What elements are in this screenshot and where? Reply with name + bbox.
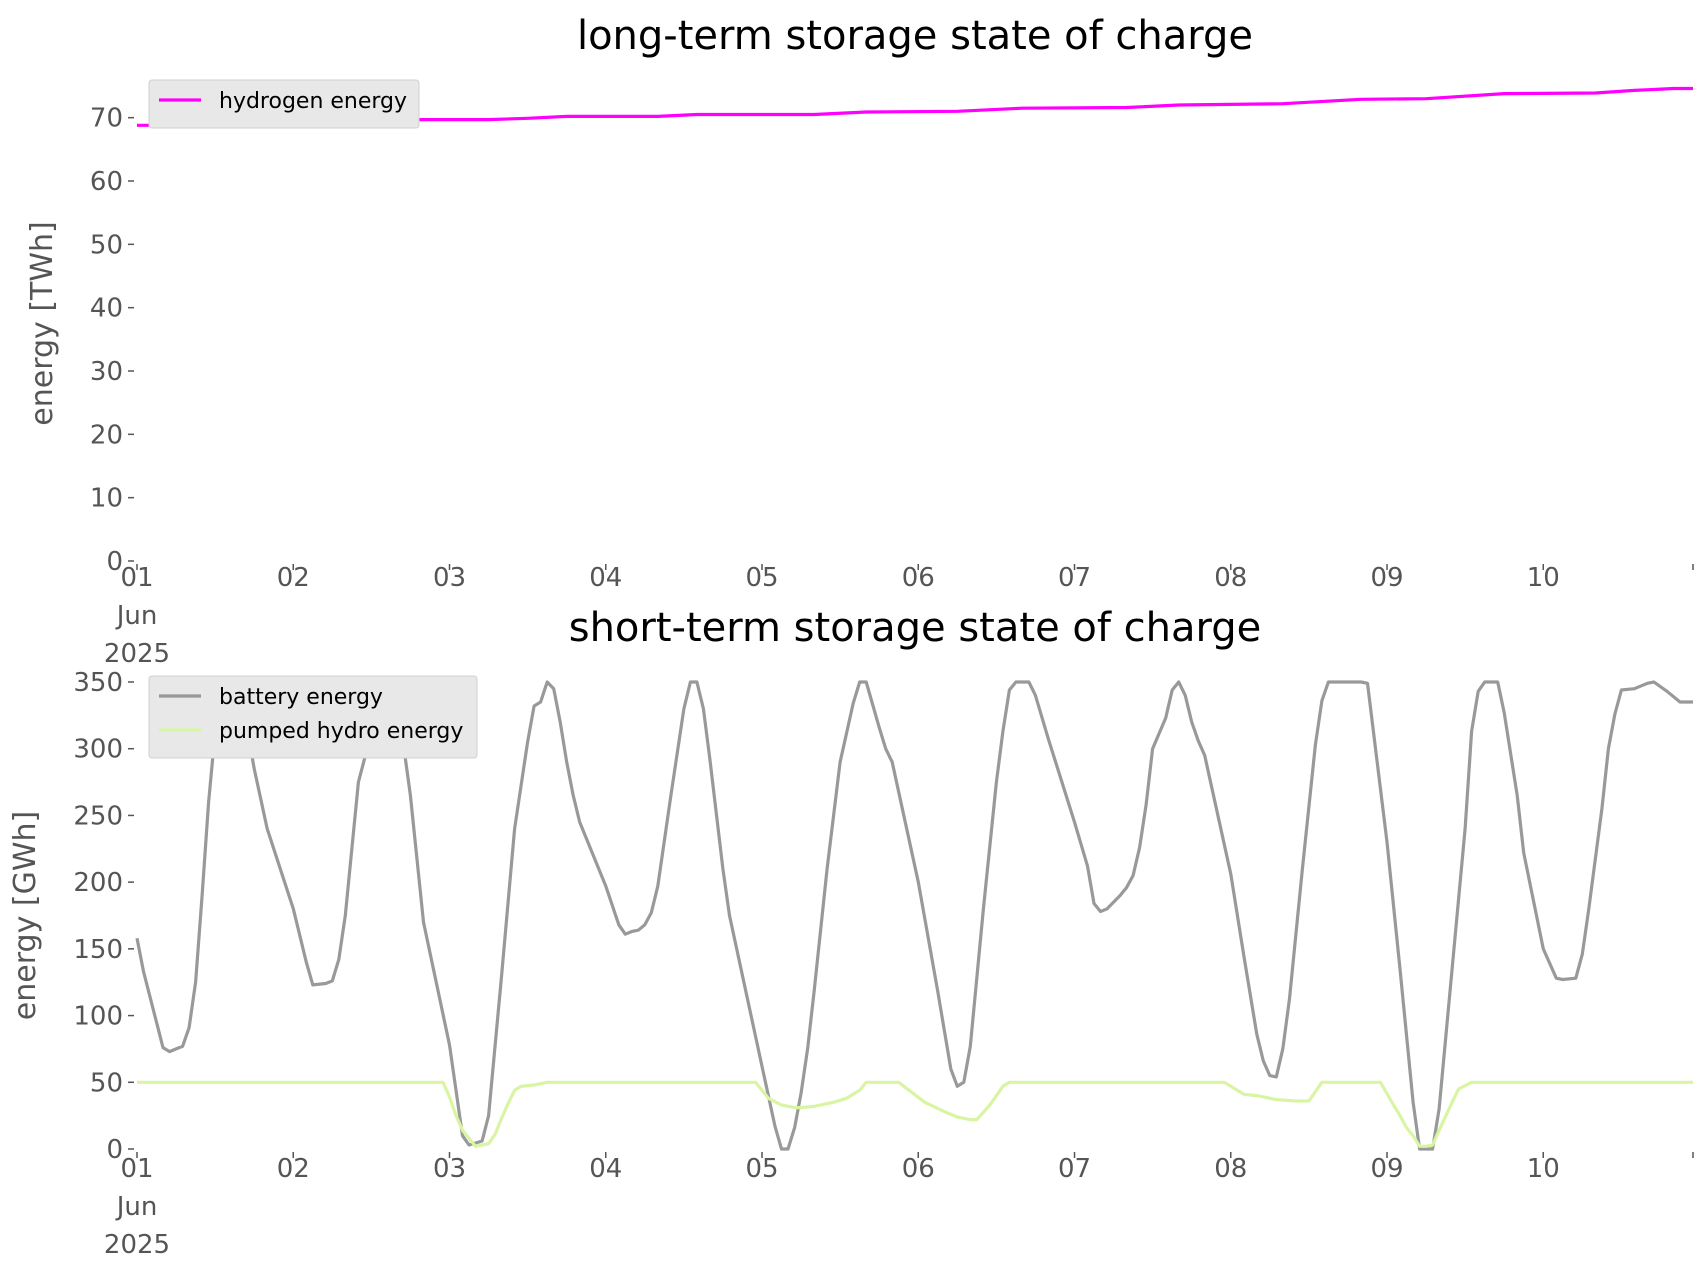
y-tick-label: 60 [90, 167, 123, 197]
y-tick-label: 50 [90, 230, 123, 260]
x-tick-label: 07 [1058, 1154, 1091, 1184]
x-tick-label: 03 [433, 563, 466, 593]
y-tick-label: 0 [106, 1135, 123, 1165]
x-tick-label: 06 [902, 563, 935, 593]
x-tick-label: 10 [1527, 563, 1560, 593]
legend-box [148, 79, 420, 129]
x-tick-label: 03 [433, 1154, 466, 1184]
x-tick-label: 09 [1370, 563, 1403, 593]
y-axis-label: energy [GWh] [8, 811, 43, 1020]
chart-title: short-term storage state of charge [569, 605, 1262, 651]
chart-panel-1: long-term storage state of charge energy … [25, 13, 1694, 669]
y-tick-label: 150 [73, 935, 123, 965]
y-tick-label: 300 [73, 735, 123, 765]
legend: battery energy pumped hydro energy [148, 675, 478, 759]
x-tick-label: 05 [745, 1154, 778, 1184]
y-tick-label: 100 [73, 1002, 123, 1032]
y-tick-label: 10 [90, 484, 123, 514]
y-tick-label: 350 [73, 668, 123, 698]
x-tick-label: 01 Jun 2025 [104, 563, 170, 669]
legend-label: hydrogen energy [219, 89, 407, 114]
x-tick-label: 05 [745, 563, 778, 593]
y-tick-label: 50 [90, 1068, 123, 1098]
x-tick-label: 01 Jun 2025 [104, 1154, 170, 1260]
legend: hydrogen energy [148, 79, 420, 129]
legend-label: pumped hydro energy [219, 719, 463, 744]
x-tick-label: 06 [902, 1154, 935, 1184]
x-tick-label: 07 [1058, 563, 1091, 593]
y-tick-label: 40 [90, 294, 123, 324]
x-tick-label: 10 [1527, 1154, 1560, 1184]
legend-label: battery energy [219, 685, 383, 710]
x-tick-label: 08 [1214, 563, 1247, 593]
x-tick-label: 02 [277, 563, 310, 593]
y-tick-label: 0 [106, 547, 123, 577]
x-tick-label: 09 [1370, 1154, 1403, 1184]
y-tick-label: 200 [73, 868, 123, 898]
y-tick-label: 20 [90, 420, 123, 450]
y-axis-label: energy [TWh] [25, 221, 60, 425]
y-tick-label: 30 [90, 357, 123, 387]
x-tick-label: 04 [589, 563, 622, 593]
x-tick-label: 08 [1214, 1154, 1247, 1184]
legend-box [148, 675, 478, 759]
x-tick-label: 04 [589, 1154, 622, 1184]
x-tick-label: 02 [277, 1154, 310, 1184]
chart-panel-2: short-term storage state of charge energy… [8, 605, 1694, 1260]
y-tick-label: 250 [73, 801, 123, 831]
series-line-pumped-hydro-energy [137, 1080, 1693, 1148]
chart-title: long-term storage state of charge [577, 13, 1253, 59]
y-tick-label: 70 [90, 104, 123, 134]
